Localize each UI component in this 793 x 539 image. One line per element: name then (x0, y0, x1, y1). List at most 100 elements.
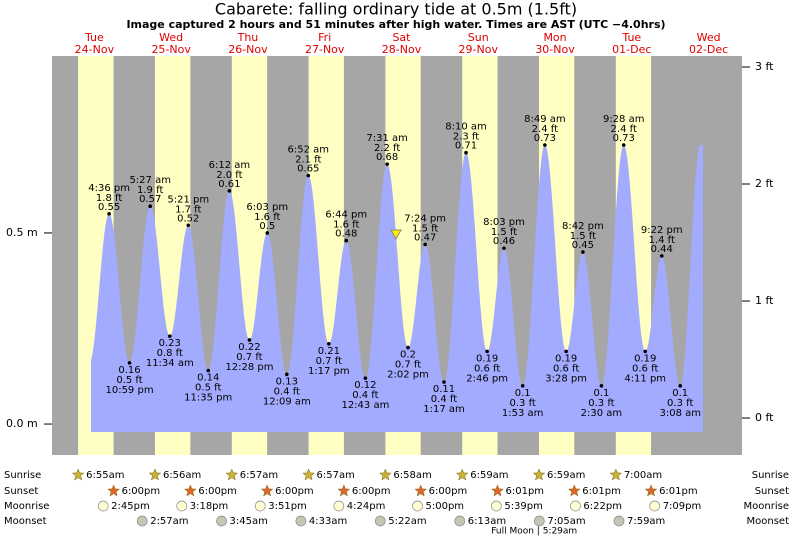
sunset-icon (491, 484, 504, 497)
tide-label: 0.55 (98, 202, 120, 213)
tide-label: 0.73 (534, 133, 556, 144)
moonrise-time: 5:39pm (504, 501, 543, 512)
moonrise-time: 2:45pm (111, 501, 150, 512)
tide-label: 0.23 (159, 338, 181, 349)
current-marker (390, 229, 402, 241)
tide-label: 0.57 (139, 194, 161, 205)
sunrise-icon (609, 468, 623, 481)
tide-label: 6:03 pm (246, 202, 288, 213)
day-date: 25-Nov (151, 43, 191, 56)
day-date: 01-Dec (612, 43, 651, 56)
tide-point (464, 150, 468, 155)
row-label: Sunset (755, 486, 789, 497)
tide-point (423, 242, 427, 247)
moonrise-icon (97, 500, 109, 512)
day-name: Tue (84, 31, 104, 44)
day-date: 02-Dec (689, 43, 728, 56)
tide-point (306, 173, 311, 178)
tide-point (485, 349, 489, 354)
tide-label: 8:49 am (524, 114, 566, 125)
tide-label: 7:31 am (366, 133, 408, 144)
chart-title: Cabarete: falling ordinary tide at 0.5m … (215, 0, 577, 19)
tide-label: 0.13 (276, 376, 298, 387)
tide-label: 0.71 (455, 141, 477, 152)
tide-point (265, 231, 270, 235)
sunrise-time: 6:57am (317, 470, 355, 481)
tide-label: 9:22 pm (641, 225, 683, 236)
moonset-time: 4:33am (309, 516, 347, 527)
tide-label: 0.68 (376, 152, 398, 163)
tide-label: 7:24 pm (404, 213, 446, 224)
moonrise-time: 6:22pm (583, 501, 622, 512)
y-tick-label: 0.0 m (6, 417, 38, 430)
sunrise-icon (532, 468, 546, 481)
moonset-icon (136, 515, 148, 527)
moonrise-time: 3:51pm (268, 501, 307, 512)
sunrise-time: 6:57am (240, 470, 278, 481)
moonrise-time: 5:00pm (425, 501, 464, 512)
y2-tick-label: 3 ft (755, 60, 774, 73)
day-date: 26-Nov (228, 43, 268, 56)
tide-label: 2:46 pm (466, 373, 508, 384)
moon-phase: Full Moon | 5:29am (491, 527, 577, 537)
moonrise-time: 3:18pm (190, 501, 229, 512)
day-name: Wed (159, 31, 183, 44)
tide-label: 4:11 pm (624, 373, 666, 384)
tide-label: 1:53 am (502, 408, 544, 419)
day-date: 30-Nov (535, 43, 575, 56)
tide-point (127, 361, 132, 365)
tide-label: 6:52 am (288, 145, 330, 156)
moonset-icon (454, 515, 466, 527)
row-label: Moonrise (744, 501, 789, 512)
tide-label: 1:17 am (423, 404, 465, 415)
row-label: Moonset (4, 516, 47, 527)
moonset-time: 6:13am (468, 516, 506, 527)
y-tick-label: 0.5 m (6, 226, 38, 239)
tide-label: 0.44 (651, 244, 673, 255)
sunset-time: 6:00pm (352, 486, 391, 497)
row-label: Moonrise (4, 501, 49, 512)
day-name: Thu (237, 31, 259, 44)
tide-label: 0.52 (177, 213, 199, 224)
tide-label: 0.8 ft (157, 348, 183, 359)
row-label: Sunrise (4, 470, 41, 481)
tide-label: 0.7 ft (395, 360, 421, 371)
tide-label: 0.4 ft (352, 390, 378, 401)
sunrise-time: 7:00am (624, 470, 662, 481)
sunset-time: 6:01pm (506, 486, 545, 497)
tide-label: 1.5 ft (412, 223, 438, 234)
tide-label: 1.6 ft (254, 212, 280, 223)
moonset-icon (216, 515, 227, 527)
tide-label: 0.19 (555, 353, 577, 364)
sunrise-icon (455, 468, 469, 481)
moonset-icon (295, 515, 307, 527)
tide-label: 10:59 pm (105, 385, 153, 396)
tide-label: 3:08 am (659, 408, 701, 419)
tide-point (247, 338, 252, 342)
tide-label: 0.46 (493, 236, 515, 247)
tide-label: 2.4 ft (532, 124, 558, 135)
tide-label: 0.1 (593, 388, 609, 399)
tide-label: 0.11 (433, 384, 455, 395)
sunrise-icon (71, 468, 85, 481)
tide-label: 8:10 am (445, 122, 487, 133)
sunrise-icon (148, 468, 162, 481)
row-label: Sunset (4, 486, 38, 497)
tide-label: 0.6 ft (632, 363, 658, 374)
tide-point (363, 376, 368, 380)
moonset-time: 7:59am (627, 516, 665, 527)
sunset-time: 6:00pm (122, 486, 161, 497)
tide-point (564, 349, 568, 354)
tide-point (148, 204, 153, 208)
tide-point (385, 162, 389, 166)
tide-label: 0.14 (197, 373, 219, 384)
sunrise-icon (379, 468, 392, 481)
tide-label: 0.21 (318, 346, 340, 357)
sunset-time: 6:00pm (429, 486, 468, 497)
tide-point (442, 380, 446, 384)
tide-label: 0.5 (259, 221, 275, 232)
tide-label: 2:30 am (581, 408, 623, 419)
chart-subtitle: Image captured 2 hours and 51 minutes af… (126, 18, 665, 31)
moonrise-icon (649, 500, 661, 512)
tide-label: 5:21 pm (167, 194, 209, 205)
